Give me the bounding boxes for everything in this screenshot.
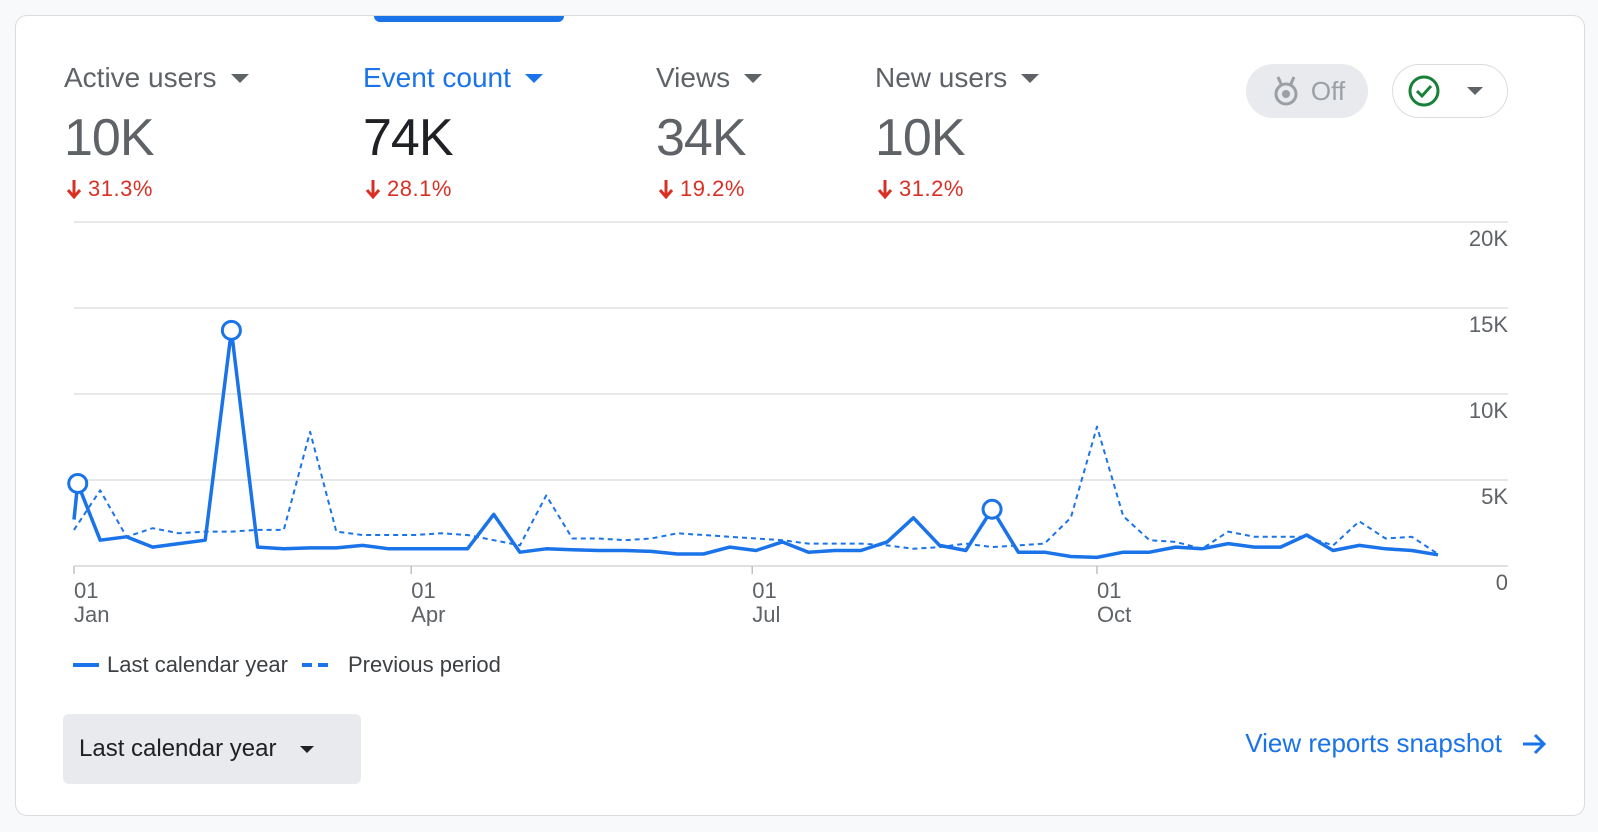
metric-delta-value: 28.1% xyxy=(387,176,452,201)
metric-value: 74K xyxy=(363,109,454,167)
view-reports-snapshot-label: View reports snapshot xyxy=(1245,728,1502,758)
x-tick-label-day: 01 xyxy=(752,578,776,603)
chart-legend: Last calendar year Previous period xyxy=(73,652,515,678)
x-tick-label-day: 01 xyxy=(74,578,98,603)
x-tick-label-day: 01 xyxy=(411,578,435,603)
dropdown-caret-icon[interactable] xyxy=(524,73,543,83)
metric-delta: 31.3% xyxy=(64,176,249,202)
y-tick-label: 0 xyxy=(1496,570,1508,595)
metric-value: 34K xyxy=(656,109,747,167)
metric-header[interactable]: Event count xyxy=(363,60,543,96)
metric-event-count[interactable]: Event count 74K 28.1% xyxy=(363,60,543,202)
metric-delta: 31.2% xyxy=(875,176,1039,202)
y-tick-label: 5K xyxy=(1481,484,1508,509)
insights-toggle-button[interactable]: Off xyxy=(1246,64,1368,118)
metric-delta-value: 31.2% xyxy=(899,176,964,201)
metric-delta-value: 19.2% xyxy=(680,176,745,201)
y-tick-label: 15K xyxy=(1469,312,1508,337)
series-line-last-calendar-year xyxy=(72,328,1439,560)
arrow-down-icon xyxy=(66,180,82,200)
metric-header[interactable]: Active users xyxy=(64,60,249,96)
metric-active-users[interactable]: Active users 10K 31.3% xyxy=(64,60,249,202)
dropdown-caret-icon[interactable] xyxy=(230,73,249,83)
metric-label: Active users xyxy=(64,62,217,93)
x-tick-label-month: Apr xyxy=(411,602,445,626)
legend-label: Last calendar year xyxy=(107,652,288,677)
legend-swatch-dashed xyxy=(302,663,336,667)
legend-swatch-solid xyxy=(73,663,99,667)
dropdown-caret-icon xyxy=(1467,87,1483,95)
series-line-previous-period xyxy=(73,425,1439,555)
metric-label: New users xyxy=(875,62,1008,93)
arrow-right-icon xyxy=(1523,733,1547,754)
x-tick-label-month: Jan xyxy=(74,602,109,626)
insights-toggle-label: Off xyxy=(1310,75,1346,106)
view-reports-snapshot-link[interactable]: View reports snapshot xyxy=(1245,728,1548,759)
overview-card: Active users 10K 31.3% Event count 74K 2… xyxy=(15,15,1585,816)
metric-value: 10K xyxy=(64,109,155,167)
y-tick-label: 10K xyxy=(1469,398,1508,423)
active-tab-indicator xyxy=(374,16,564,22)
legend-item-last-calendar-year: Last calendar year xyxy=(73,652,288,678)
metric-new-users[interactable]: New users 10K 31.2% xyxy=(875,60,1040,202)
anomaly-marker xyxy=(981,498,1003,520)
award-icon xyxy=(1274,76,1298,106)
data-status-dropdown[interactable] xyxy=(1392,64,1508,118)
legend-label: Previous period xyxy=(348,652,501,677)
metric-delta: 28.1% xyxy=(363,176,543,202)
y-tick-label: 20K xyxy=(1469,226,1508,251)
dropdown-caret-icon xyxy=(300,745,315,753)
metric-delta-value: 31.3% xyxy=(88,176,153,201)
metric-header[interactable]: Views xyxy=(656,60,763,96)
metric-label: Views xyxy=(656,62,731,93)
x-tick-label-month: Oct xyxy=(1097,602,1131,626)
date-range-select[interactable]: Last calendar year xyxy=(63,714,361,784)
anomaly-marker xyxy=(67,472,89,494)
anomaly-marker xyxy=(220,319,242,341)
arrow-down-icon xyxy=(658,180,674,200)
dropdown-caret-icon[interactable] xyxy=(1021,73,1040,83)
check-circle-icon xyxy=(1408,75,1440,107)
metric-delta: 19.2% xyxy=(656,176,762,202)
metric-views[interactable]: Views 34K 19.2% xyxy=(656,60,763,202)
arrow-down-icon xyxy=(877,180,893,200)
dropdown-caret-icon[interactable] xyxy=(744,73,763,83)
metric-label: Event count xyxy=(363,62,511,93)
x-tick-label-month: Jul xyxy=(752,602,780,626)
x-tick-label-day: 01 xyxy=(1097,578,1121,603)
metric-header[interactable]: New users xyxy=(875,60,1040,96)
arrow-down-icon xyxy=(365,180,381,200)
legend-item-previous-period: Previous period xyxy=(302,652,501,678)
metric-value: 10K xyxy=(875,109,966,167)
date-range-label: Last calendar year xyxy=(79,735,277,762)
